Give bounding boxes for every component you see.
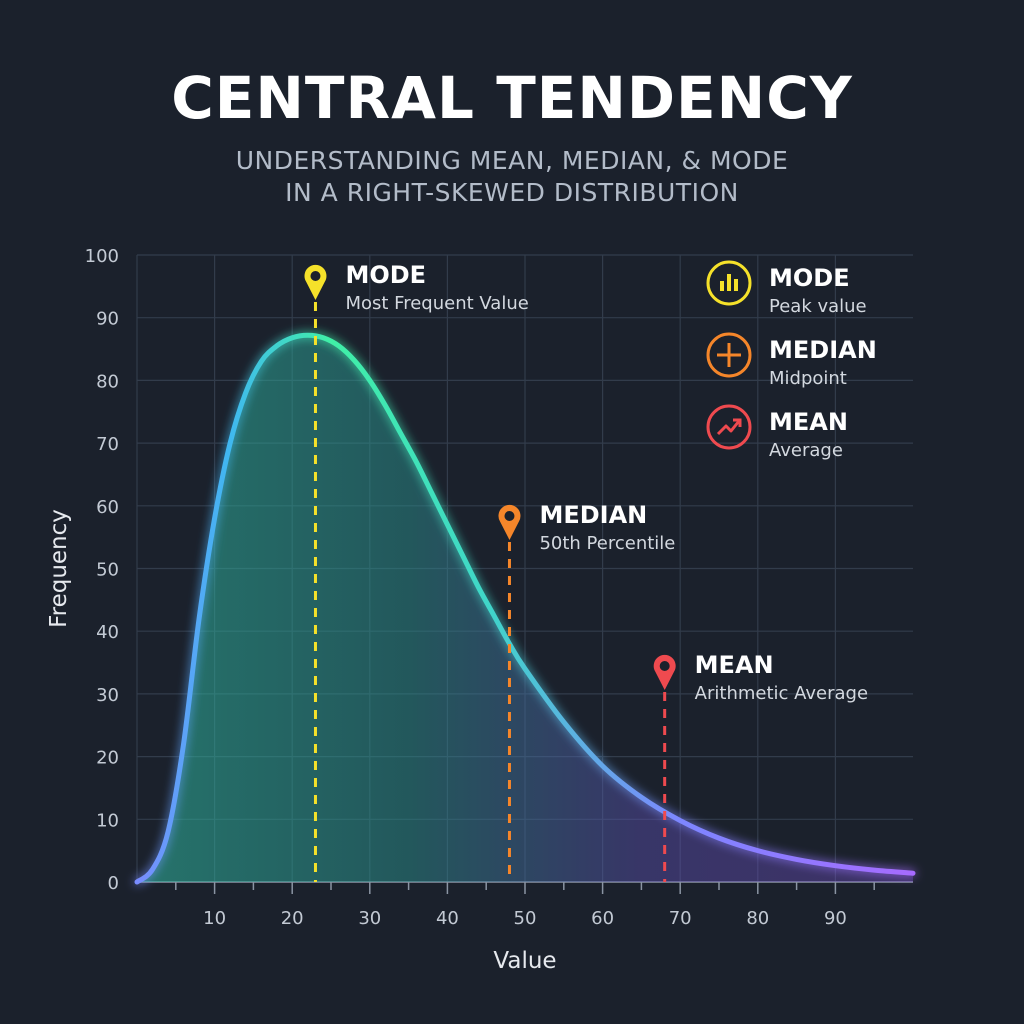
- legend-label-mode: MODE: [769, 264, 850, 292]
- trend-up-icon-arrow: [733, 418, 742, 427]
- trend-up-icon: [706, 404, 752, 450]
- median-pin-icon-shape: [498, 504, 521, 540]
- x-tick-label: 60: [591, 908, 614, 929]
- mean-description: Arithmetic Average: [695, 683, 868, 704]
- bar-chart-icon-bar: [720, 281, 724, 291]
- median-description: 50th Percentile: [539, 533, 675, 554]
- legend: MODE Peak value MEDIAN Midpoint MEAN Average: [706, 260, 877, 461]
- y-tick-label: 0: [108, 873, 119, 894]
- mean-pin-icon-hole: [659, 661, 670, 671]
- median-pin-icon: [498, 504, 521, 540]
- x-tick-label: 80: [746, 908, 769, 929]
- y-tick-label: 90: [96, 309, 119, 330]
- mean-label: MEAN: [695, 651, 774, 679]
- y-tick-label: 100: [85, 246, 119, 267]
- mode-pin-icon-hole: [310, 271, 321, 281]
- legend-item-median: MEDIAN Midpoint: [706, 332, 877, 389]
- y-tick-label: 20: [96, 748, 119, 769]
- y-tick-label: 70: [96, 434, 119, 455]
- median-pin-icon-hole: [504, 511, 515, 521]
- y-axis-title: Frequency: [46, 509, 72, 628]
- mode-pin-icon: [304, 264, 327, 300]
- bar-chart-icon-bar: [734, 279, 738, 291]
- x-tick-label: 70: [669, 908, 692, 929]
- bar-chart-icon-bar: [727, 274, 731, 291]
- y-tick-label: 40: [96, 622, 119, 643]
- mode-description: Most Frequent Value: [345, 293, 528, 314]
- x-tick-label: 50: [514, 908, 537, 929]
- x-axis-title: Value: [493, 948, 556, 974]
- legend-label-mean: MEAN: [769, 408, 848, 436]
- x-tick-label: 20: [281, 908, 304, 929]
- legend-description-mean: Average: [769, 440, 843, 461]
- y-tick-label: 30: [96, 685, 119, 706]
- legend-description-median: Midpoint: [769, 368, 847, 389]
- y-tick-label: 10: [96, 810, 119, 831]
- distribution-area: [134, 332, 916, 885]
- distribution-fill: [137, 335, 913, 883]
- y-tick-label: 80: [96, 371, 119, 392]
- legend-description-mode: Peak value: [769, 296, 867, 317]
- mode-label: MODE: [345, 261, 426, 289]
- legend-label-median: MEDIAN: [769, 336, 877, 364]
- x-tick-label: 40: [436, 908, 459, 929]
- mode-pin-icon-shape: [304, 264, 327, 300]
- midpoint-icon: [706, 332, 752, 378]
- chart-subtitle-line-1: UNDERSTANDING MEAN, MEDIAN, & MODE: [235, 146, 789, 175]
- chart-title: CENTRAL TENDENCY: [171, 64, 853, 132]
- bar-chart-icon: [706, 260, 752, 306]
- marker-lines: MODE Most Frequent Value MEDIAN 50th Percen…: [304, 261, 868, 882]
- x-tick-label: 10: [203, 908, 226, 929]
- x-tick-label: 90: [824, 908, 847, 929]
- mean-pin-icon: [653, 654, 676, 690]
- legend-item-mean: MEAN Average: [706, 404, 848, 461]
- y-tick-label: 60: [96, 497, 119, 518]
- trend-up-icon-line: [716, 420, 741, 436]
- y-tick-label: 50: [96, 560, 119, 581]
- x-tick-label: 30: [358, 908, 381, 929]
- mean-pin-icon-shape: [653, 654, 676, 690]
- chart-subtitle-line-2: IN A RIGHT-SKEWED DISTRIBUTION: [285, 178, 739, 207]
- distribution-curve: [134, 332, 916, 885]
- legend-item-mode: MODE Peak value: [706, 260, 867, 317]
- median-label: MEDIAN: [539, 501, 647, 529]
